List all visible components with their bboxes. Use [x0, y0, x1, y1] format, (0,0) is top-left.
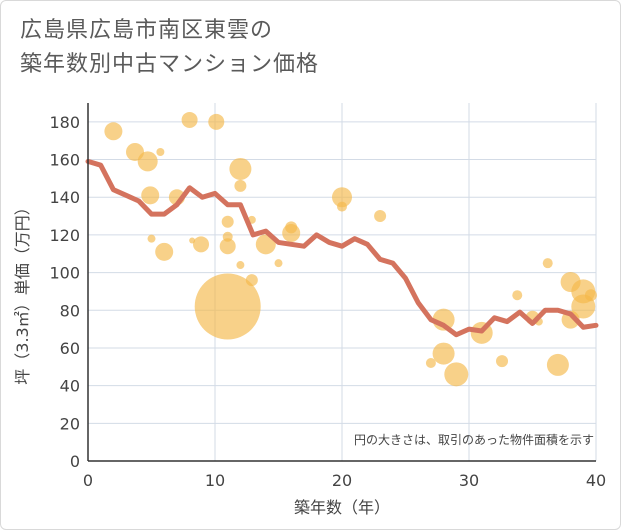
- bubble-point: [222, 231, 233, 242]
- bubble-point: [584, 289, 597, 302]
- chart-title: 広島県広島市南区東雲の 築年数別中古マンション価格: [20, 14, 580, 82]
- y-tick-labels: 0 20 40 60 80 100 120 140 160 180: [49, 113, 80, 471]
- bubble-point: [208, 113, 225, 130]
- y-tick-label: 0: [70, 452, 80, 471]
- y-tick-label: 20: [60, 414, 80, 433]
- bubble-point: [512, 290, 523, 301]
- x-tick-label: 0: [83, 471, 93, 490]
- bubble-point: [236, 261, 245, 270]
- y-tick-label: 40: [60, 377, 80, 396]
- bubble-point: [104, 122, 123, 141]
- y-tick-label: 140: [49, 188, 80, 207]
- bubble-point: [274, 259, 283, 268]
- bubble-point: [542, 258, 553, 269]
- y-axis-label: 坪（3.3㎡）単価（万円）: [13, 199, 32, 384]
- x-tick-label: 10: [205, 471, 225, 490]
- bubble-point: [234, 179, 247, 192]
- bubble-size-note: 円の大きさは、取引のあった物件面積を示す: [354, 432, 594, 447]
- bubble-point: [245, 274, 258, 287]
- average-line-path: [85, 158, 599, 338]
- x-tick-label: 20: [332, 471, 352, 490]
- bubble-point: [221, 215, 234, 228]
- bubble-point: [193, 236, 210, 253]
- chart-title-line-1: 広島県広島市南区東雲の: [20, 18, 274, 43]
- y-tick-label: 160: [49, 151, 80, 170]
- x-tick-labels: 0 10 20 30 40: [83, 471, 606, 490]
- x-tick-label: 30: [459, 471, 479, 490]
- bubble-point: [337, 201, 347, 212]
- bubble-point: [147, 234, 156, 243]
- bubble-point: [181, 111, 198, 128]
- bubble-point: [141, 186, 160, 205]
- bubble-point: [194, 273, 261, 340]
- bubble-point: [137, 151, 158, 172]
- axes: [87, 103, 596, 462]
- bubble-point: [219, 238, 236, 255]
- y-tick-label: 80: [60, 301, 80, 320]
- bubble-series: [104, 111, 597, 387]
- bubble-point: [332, 187, 352, 208]
- bubble-point: [255, 234, 276, 255]
- y-tick-label: 100: [49, 264, 80, 283]
- bubble-point: [285, 221, 298, 234]
- bubble-point: [444, 362, 469, 387]
- bubble-point: [155, 242, 174, 261]
- y-tick-label: 180: [49, 113, 80, 132]
- grid-lines: [87, 103, 597, 462]
- bubble-point: [546, 353, 569, 376]
- bubble-point: [374, 210, 387, 223]
- chart-title-line-2: 築年数別中古マンション価格: [20, 52, 320, 77]
- x-axis-label: 築年数（年）: [294, 498, 390, 517]
- bubble-point: [156, 147, 165, 156]
- bubble-point: [425, 358, 436, 369]
- bubble-point: [432, 342, 455, 365]
- bubble-point: [496, 355, 509, 368]
- bubble-point: [229, 157, 252, 180]
- y-tick-label: 60: [60, 339, 80, 358]
- x-tick-label: 40: [586, 471, 606, 490]
- average-price-line: [85, 158, 599, 338]
- y-tick-label: 120: [49, 226, 80, 245]
